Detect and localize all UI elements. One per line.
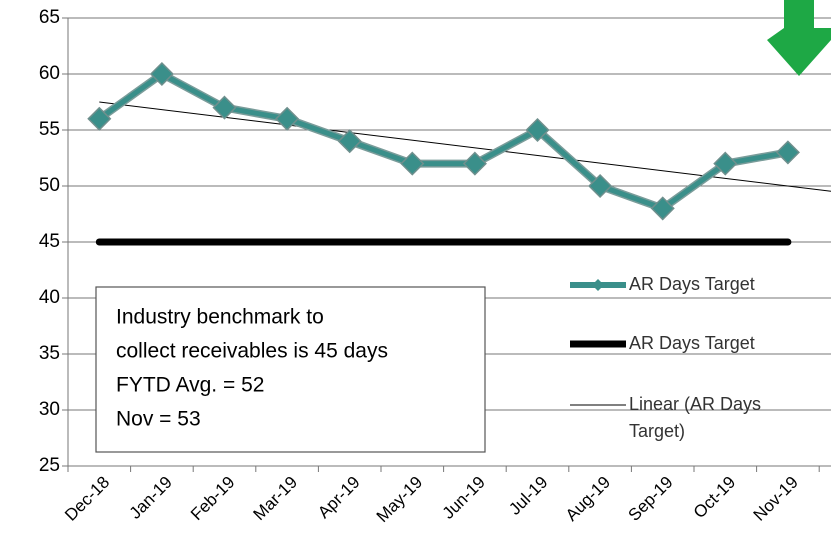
y-tick-label: 45 <box>39 231 60 252</box>
x-tick-label: Mar-19 <box>250 473 302 525</box>
annotation-text: collect receivables is 45 days <box>116 340 388 363</box>
x-tick-label: Sep-19 <box>624 473 676 525</box>
marker <box>525 117 550 143</box>
y-tick-label: 65 <box>39 7 60 28</box>
marker <box>337 129 362 154</box>
x-tick-label: Oct-19 <box>690 473 740 523</box>
marker <box>775 140 800 165</box>
annotation-text: FYTD Avg. = 52 <box>116 374 264 397</box>
y-tick-label: 40 <box>39 287 60 308</box>
x-tick-label: May-19 <box>373 473 427 527</box>
x-tick-label: Nov-19 <box>750 473 802 525</box>
series-line <box>97 71 789 211</box>
x-tick-label: Jan-19 <box>126 473 176 523</box>
legend-label: AR Days Target <box>629 333 755 353</box>
y-tick-label: 60 <box>39 63 60 84</box>
legend-label: Linear (AR Days Target) <box>629 394 762 441</box>
marker <box>650 196 675 221</box>
down-arrow <box>767 0 831 76</box>
marker <box>87 106 112 131</box>
y-tick-label: 35 <box>39 343 60 364</box>
x-tick-label: Jun-19 <box>439 473 489 523</box>
marker <box>588 173 613 199</box>
x-tick-label: Aug-19 <box>562 473 614 525</box>
x-tick-label: Feb-19 <box>187 473 239 525</box>
y-tick-label: 30 <box>39 399 60 420</box>
legend-label: AR Days Target <box>629 274 755 294</box>
marker <box>462 151 487 176</box>
marker <box>212 95 237 120</box>
y-tick-label: 25 <box>39 455 60 476</box>
legend-marker <box>592 279 604 291</box>
marker <box>275 106 300 131</box>
x-tick-label: Jul-19 <box>505 473 551 519</box>
marker <box>149 61 174 87</box>
plot <box>87 61 831 246</box>
trend-line <box>99 101 831 192</box>
x-tick-label: Dec-18 <box>61 473 113 525</box>
marker <box>400 151 425 176</box>
x-tick-label: Apr-19 <box>314 473 364 523</box>
annotation-box <box>95 286 486 453</box>
legend <box>570 279 626 406</box>
y-tick-label: 50 <box>39 175 60 196</box>
marker <box>713 151 738 176</box>
annotation-text: Industry benchmark to <box>116 306 324 329</box>
y-tick-label: 55 <box>39 119 60 140</box>
annotation-text: Nov = 53 <box>116 408 201 431</box>
